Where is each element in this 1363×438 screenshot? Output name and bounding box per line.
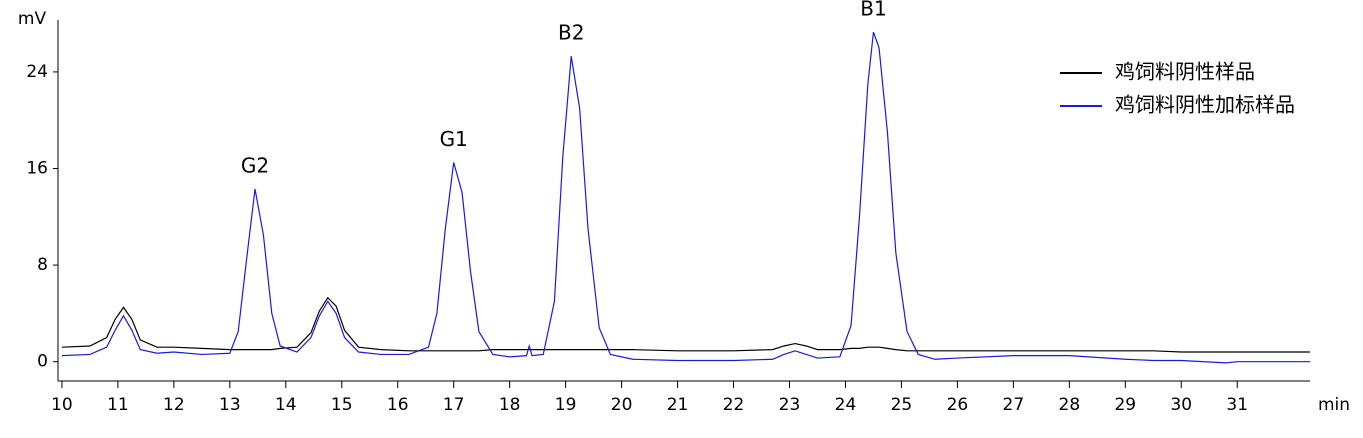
x-tick-label: 26 bbox=[947, 395, 969, 415]
x-axis-label: min bbox=[1318, 395, 1350, 415]
x-tick-label: 18 bbox=[499, 395, 521, 415]
y-tick-label: 24 bbox=[26, 62, 48, 82]
y-tick-label: 0 bbox=[37, 352, 48, 372]
x-tick-label: 31 bbox=[1226, 395, 1248, 415]
x-tick-label: 23 bbox=[779, 395, 801, 415]
x-tick-label: 22 bbox=[723, 395, 745, 415]
x-tick-label: 12 bbox=[163, 395, 185, 415]
y-tick-label: 16 bbox=[26, 159, 48, 179]
series-line bbox=[61, 296, 1310, 353]
x-tick-label: 29 bbox=[1114, 395, 1136, 415]
series-line bbox=[61, 31, 1310, 364]
peak-label: G2 bbox=[241, 154, 269, 178]
y-tick-label: 8 bbox=[37, 255, 48, 275]
peak-label: B1 bbox=[860, 0, 886, 21]
x-tick-label: 15 bbox=[331, 395, 353, 415]
y-axis-label: mV bbox=[18, 9, 47, 29]
x-tick-label: 27 bbox=[1003, 395, 1025, 415]
x-tick-label: 20 bbox=[611, 395, 633, 415]
x-tick-label: 13 bbox=[219, 395, 241, 415]
x-tick-label: 24 bbox=[835, 395, 857, 415]
legend-label: 鸡饲料阴性样品 bbox=[1115, 60, 1255, 84]
x-tick-label: 19 bbox=[555, 395, 577, 415]
x-tick-label: 28 bbox=[1059, 395, 1081, 415]
peak-label: G1 bbox=[440, 127, 468, 151]
x-tick-label: 17 bbox=[443, 395, 465, 415]
x-tick-label: 25 bbox=[891, 395, 913, 415]
x-tick-label: 10 bbox=[51, 395, 73, 415]
x-tick-label: 30 bbox=[1170, 395, 1192, 415]
x-tick-label: 16 bbox=[387, 395, 409, 415]
x-tick-label: 14 bbox=[275, 395, 297, 415]
peak-label: B2 bbox=[558, 21, 584, 45]
x-tick-label: 11 bbox=[107, 395, 129, 415]
legend-label: 鸡饲料阴性加标样品 bbox=[1115, 93, 1295, 117]
x-tick-label: 21 bbox=[667, 395, 689, 415]
